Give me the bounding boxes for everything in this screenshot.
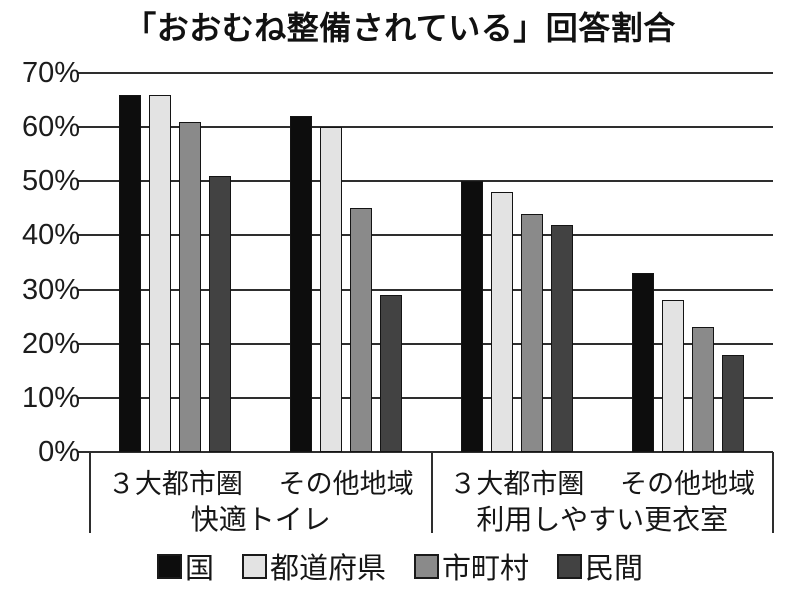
bar-民間-group3 [550,224,573,452]
legend-item-民間: 民間 [557,545,643,587]
y-axis-label: 50% [21,165,80,198]
gridline [90,234,773,237]
y-axis-label: 20% [21,327,80,360]
bar-市町村-group2 [350,208,373,452]
gridline [90,342,773,345]
legend-label: 民間 [585,553,644,585]
x-section-label: 利用しやすい更衣室 [476,504,729,535]
y-axis-tick [78,126,92,129]
legend-swatch-icon [557,553,583,579]
bar-民間-group4 [721,354,744,452]
y-axis-label: 60% [21,111,80,144]
bar-市町村-group4 [691,327,714,452]
gridline [90,288,773,291]
legend-swatch-icon [156,553,182,579]
bar-国-group2 [290,116,313,452]
bar-民間-group2 [380,294,403,452]
legend-label: 都道府県 [269,553,386,585]
y-axis-tick [78,342,92,345]
x-section-label: 快適トイレ [190,504,331,535]
y-axis-tick [78,234,92,237]
legend: 国 都道府県 市町村 民間 [0,545,800,587]
x-group-label: その他地域 [278,469,414,499]
gridline [90,126,773,129]
legend-item-都道府県: 都道府県 [241,545,386,587]
y-axis-label: 0% [38,436,80,468]
y-axis-tick [78,288,92,291]
y-axis-tick [78,72,92,74]
bar-民間-group1 [209,175,232,452]
y-axis-label: 40% [21,219,80,252]
bar-都道府県-group3 [490,192,513,452]
y-axis-label: 70% [21,57,80,89]
gridline [90,72,773,74]
legend-swatch-icon [414,553,439,579]
legend-item-市町村: 市町村 [414,545,529,587]
gridline [90,396,773,399]
bar-国-group1 [119,94,142,452]
legend-label: 国 [184,553,214,585]
bar-都道府県-group1 [149,94,172,452]
gridline [90,180,773,183]
legend-item-国: 国 [156,545,214,587]
y-axis-label: 10% [21,381,80,414]
y-axis-label: 30% [21,273,80,306]
axis-separator [430,452,433,533]
bar-市町村-group1 [179,121,202,452]
y-axis-tick [78,180,92,183]
x-group-label: ３大都市圏 [107,469,243,499]
bar-国-group3 [460,181,483,452]
axis-separator [89,452,91,533]
x-group-label: ３大都市圏 [449,469,585,499]
bar-都道府県-group2 [320,127,343,452]
x-group-label: その他地域 [620,469,756,499]
bar-都道府県-group4 [661,300,684,452]
axis-separator [772,452,774,533]
bar-国-group4 [631,273,654,452]
y-axis-tick [78,451,92,453]
bar-市町村-group3 [520,213,543,452]
legend-label: 市町村 [442,553,530,585]
legend-swatch-icon [241,553,267,579]
chart-title: 「おおむね整備されている」回答割合 [124,10,676,46]
y-axis-tick [78,396,92,399]
